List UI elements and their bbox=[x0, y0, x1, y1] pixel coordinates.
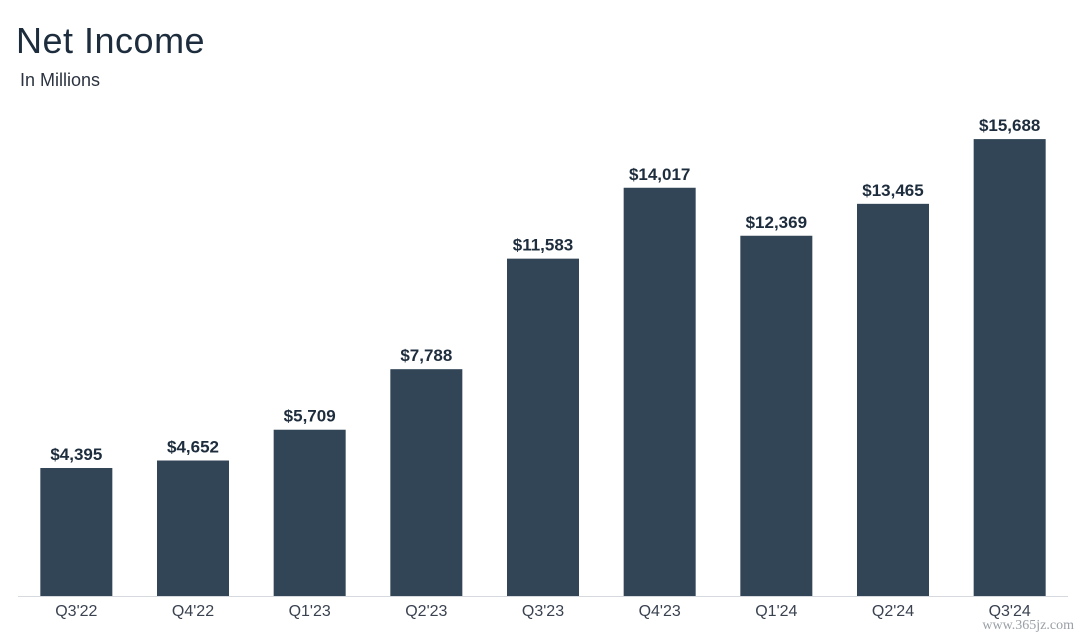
x-tick-label-4: Q3'23 bbox=[522, 603, 564, 620]
x-tick-label-2: Q1'23 bbox=[289, 603, 331, 620]
x-tick-label-8: Q3'24 bbox=[989, 603, 1031, 620]
bar-8 bbox=[973, 139, 1046, 596]
bar-5 bbox=[623, 187, 696, 596]
bar-7 bbox=[857, 203, 929, 596]
chart-title: Net Income bbox=[16, 20, 206, 61]
data-label-8: $15,688 bbox=[979, 116, 1040, 135]
x-tick-label-3: Q2'23 bbox=[405, 603, 447, 620]
bar-3 bbox=[390, 369, 463, 596]
x-tick-label-1: Q4'22 bbox=[172, 603, 214, 620]
x-tick-label-5: Q4'23 bbox=[639, 603, 681, 620]
bar-2 bbox=[273, 429, 346, 596]
data-label-7: $13,465 bbox=[862, 181, 923, 200]
data-label-4: $11,583 bbox=[513, 236, 574, 255]
bar-4 bbox=[507, 258, 579, 596]
chart-subtitle: In Millions bbox=[20, 70, 101, 90]
x-tick-label-6: Q1'24 bbox=[755, 603, 797, 620]
x-tick-label-0: Q3'22 bbox=[55, 603, 97, 620]
data-label-0: $4,395 bbox=[50, 445, 102, 464]
data-label-3: $7,788 bbox=[400, 346, 452, 365]
bar-0 bbox=[40, 467, 113, 596]
bar-1 bbox=[157, 460, 229, 596]
data-label-2: $5,709 bbox=[284, 407, 336, 426]
data-label-6: $12,369 bbox=[746, 213, 807, 232]
data-label-1: $4,652 bbox=[167, 438, 219, 457]
data-label-5: $14,017 bbox=[629, 165, 690, 184]
bar-6 bbox=[740, 235, 813, 596]
watermark: www.365jz.com bbox=[982, 618, 1074, 633]
x-tick-label-7: Q2'24 bbox=[872, 603, 914, 620]
